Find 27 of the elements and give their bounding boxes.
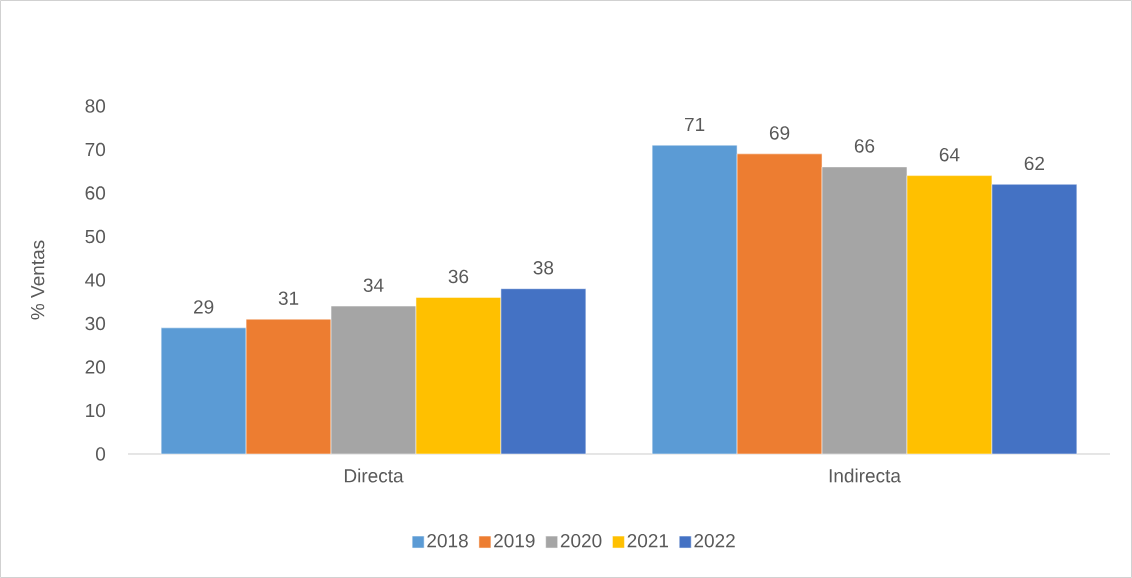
x-tick-label: Indirecta [829, 468, 901, 483]
y-tick-label: 70 [85, 142, 106, 157]
data-label: 66 [854, 139, 875, 153]
data-label: 29 [194, 300, 214, 314]
y-tick-label: 30 [85, 316, 106, 331]
data-label: 31 [278, 291, 299, 305]
y-tick-label: 0 [95, 447, 106, 461]
y-axis-title: % Ventas [30, 240, 45, 320]
legend-label: 2022 [694, 533, 735, 548]
data-label: 62 [1024, 156, 1044, 171]
x-tick-label: Directa [344, 468, 404, 483]
data-label: 36 [448, 269, 469, 284]
y-tick-label: 10 [86, 403, 106, 418]
y-tick-label: 80 [85, 99, 106, 113]
data-label: 71 [685, 117, 705, 131]
data-label: 34 [363, 278, 384, 292]
data-label: 69 [769, 126, 790, 140]
data-label: 64 [939, 147, 960, 162]
legend-label: 2020 [560, 533, 602, 548]
data-label: 38 [533, 261, 554, 275]
y-tick-label: 20 [85, 360, 106, 374]
y-tick-label: 60 [85, 186, 106, 200]
legend-label: 2021 [627, 533, 669, 548]
legend-label: 2019 [494, 533, 535, 548]
y-tick-label: 50 [85, 229, 106, 244]
y-tick-label: 40 [85, 273, 106, 287]
legend-label: 2018 [427, 533, 468, 548]
